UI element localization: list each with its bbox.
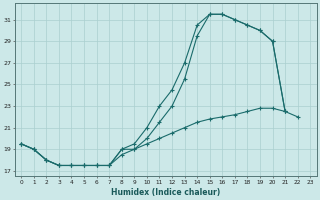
X-axis label: Humidex (Indice chaleur): Humidex (Indice chaleur) [111,188,220,197]
